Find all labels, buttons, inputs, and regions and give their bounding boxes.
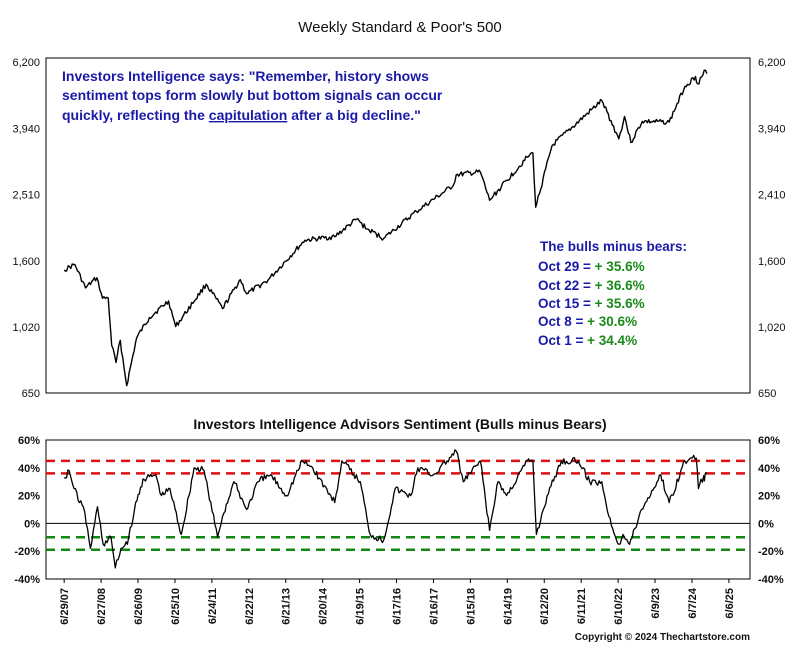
quote-line-3: quickly, reflecting the capitulation aft…: [62, 107, 421, 123]
sentiment-x-tick-label: 6/22/12: [244, 588, 256, 625]
sentiment-x-tick-label: 6/15/18: [465, 588, 477, 625]
bmb-heading: The bulls minus bears:: [540, 239, 687, 254]
sp500-left-tick-label: 2,510: [12, 190, 40, 202]
sentiment-x-tick-label: 6/6/25: [724, 588, 736, 619]
sp500-left-axis: 6,200 3,940 2,510 1,600 1,020 650: [12, 57, 40, 400]
sentiment-right-tick-label: 20%: [758, 491, 780, 503]
sentiment-x-tick-label: 6/16/17: [428, 588, 440, 625]
bmb-row-3: Oct 15 = + 35.6%: [538, 296, 645, 311]
sentiment-plot-frame: [45, 439, 751, 580]
sentiment-left-tick-label: 60%: [18, 435, 40, 447]
bmb-row-2: Oct 22 = + 36.6%: [538, 278, 645, 293]
sentiment-x-tick-label: 6/7/24: [687, 587, 699, 618]
sentiment-x-axis: 6/29/07 6/27/08 6/26/09 6/25/10 6/24/11 6/22/…: [59, 579, 736, 625]
quote-line-3c: after a big decline.": [287, 107, 420, 123]
sentiment-line: [63, 449, 708, 569]
sp500-price-line: [63, 69, 708, 387]
sp500-left-tick-label: 3,940: [12, 124, 40, 136]
quote-line-3a: quickly, reflecting the: [62, 107, 209, 123]
sentiment-right-tick-label: -40%: [758, 574, 784, 586]
sentiment-panel: Investors Intelligence Advisors Sentimen…: [14, 416, 784, 625]
sentiment-x-tick-label: 6/21/13: [281, 588, 293, 625]
sp500-left-tick-label: 1,600: [12, 256, 40, 268]
sentiment-x-tick-label: 6/29/07: [59, 588, 71, 625]
bmb-row-1: Oct 29 = + 35.6%: [538, 259, 645, 274]
sentiment-left-tick-label: 20%: [18, 491, 40, 503]
sentiment-left-tick-label: -40%: [14, 574, 40, 586]
sentiment-x-tick-label: 6/26/09: [133, 588, 145, 625]
quote-line-2: sentiment tops form slowly but bottom si…: [62, 87, 443, 103]
sp500-right-axis: 6,200 3,940 2,410 1,600 1,020 650: [758, 57, 786, 400]
sentiment-right-tick-label: 60%: [758, 435, 780, 447]
bmb-row-4: Oct 8 = + 30.6%: [538, 314, 637, 329]
sp500-left-tick-label: 650: [22, 388, 40, 400]
sp500-right-tick-label: 3,940: [758, 124, 786, 136]
quote-capitulation: capitulation: [209, 107, 288, 123]
sentiment-right-tick-label: 40%: [758, 463, 780, 475]
sentiment-x-tick-label: 6/17/16: [392, 588, 404, 625]
sp500-left-tick-label: 1,020: [12, 322, 40, 334]
sentiment-left-tick-label: -20%: [14, 546, 40, 558]
sentiment-x-tick-label: 6/12/20: [539, 588, 551, 625]
sentiment-chart-title: Investors Intelligence Advisors Sentimen…: [193, 416, 606, 432]
sentiment-x-tick-label: 6/20/14: [318, 587, 330, 625]
sp500-right-tick-label: 2,410: [758, 190, 786, 202]
sp500-plot-frame: [45, 57, 751, 394]
sentiment-x-tick-label: 6/27/08: [96, 588, 108, 625]
sentiment-x-tick-label: 6/10/22: [613, 588, 625, 625]
sentiment-x-tick-label: 6/19/15: [355, 588, 367, 625]
sentiment-x-tick-label: 6/11/21: [576, 588, 588, 624]
sentiment-x-tick-label: 6/14/19: [502, 588, 514, 625]
sp500-right-tick-label: 1,020: [758, 322, 786, 334]
sentiment-x-tick-label: 6/9/23: [650, 588, 662, 619]
sentiment-left-tick-label: 40%: [18, 463, 40, 475]
quote-line-1: Investors Intelligence says: "Remember, …: [62, 68, 429, 84]
sentiment-x-tick-label: 6/25/10: [170, 588, 182, 625]
bulls-minus-bears-box: The bulls minus bears: Oct 29 = + 35.6% …: [538, 239, 687, 348]
bmb-row-5: Oct 1 = + 34.4%: [538, 333, 637, 348]
sentiment-left-tick-label: 0%: [24, 518, 40, 530]
sp500-panel: Weekly Standard & Poor's 500 6,200 3,940 2…: [12, 19, 785, 400]
sp500-left-tick-label: 6,200: [12, 57, 40, 69]
sentiment-y-axis: 60% 60% 40% 40% 20% 20% 0% 0% -20% -20% -40% -40%: [14, 435, 784, 586]
sp500-right-tick-label: 1,600: [758, 256, 786, 268]
investors-intelligence-quote: Investors Intelligence says: "Remember, …: [62, 68, 443, 123]
sentiment-right-tick-label: 0%: [758, 518, 774, 530]
sp500-chart-title: Weekly Standard & Poor's 500: [298, 19, 502, 36]
sp500-right-tick-label: 6,200: [758, 57, 786, 69]
sentiment-right-tick-label: -20%: [758, 546, 784, 558]
copyright-text: Copyright © 2024 Thechartstore.com: [575, 632, 750, 643]
sp500-right-tick-label: 650: [758, 388, 776, 400]
sentiment-x-tick-label: 6/24/11: [207, 588, 219, 624]
